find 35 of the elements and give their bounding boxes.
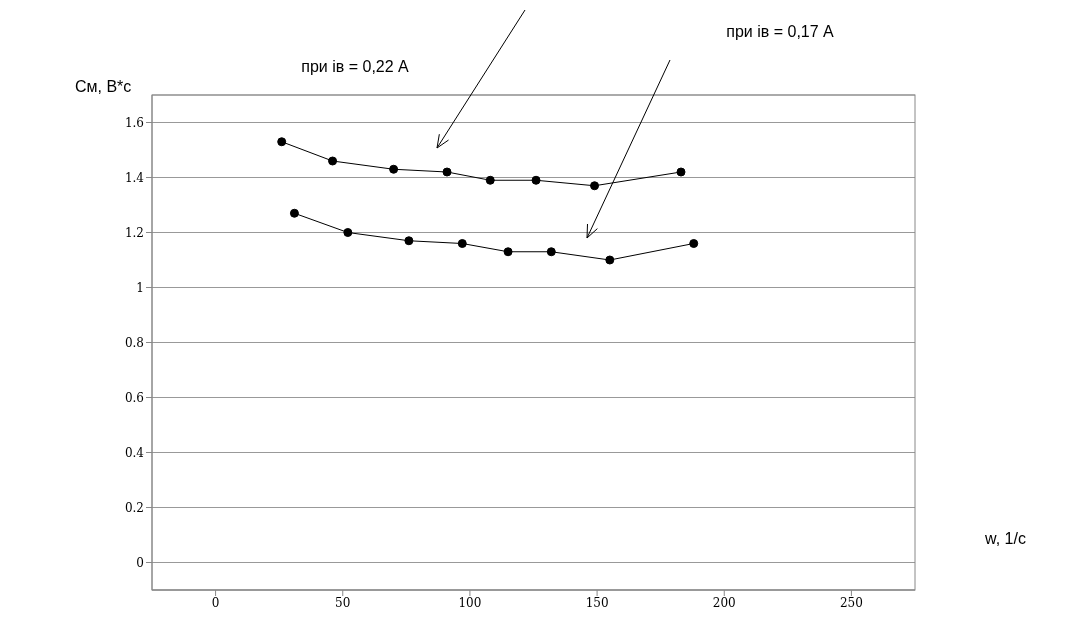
point [503, 247, 513, 257]
point [289, 208, 299, 218]
point [689, 239, 699, 248]
text: при ів = 0,22 А [300, 58, 410, 76]
y-tick-label: 0 [136, 555, 144, 570]
point [590, 181, 600, 191]
text: при ів = 0,17 А [725, 23, 835, 41]
point [605, 255, 615, 265]
x-tick-label: 200 [712, 595, 736, 610]
point [485, 175, 495, 185]
point [457, 239, 467, 248]
x-tick-label: 100 [458, 595, 482, 610]
point [676, 167, 686, 177]
point [404, 236, 414, 246]
point [546, 247, 556, 257]
point [277, 137, 287, 147]
point [442, 167, 452, 177]
point [343, 228, 353, 237]
x-tick-label: 150 [585, 595, 609, 610]
y-axis-title: См, В*с [75, 78, 132, 96]
x-tick-label: 50 [335, 595, 351, 610]
y-tick-label: 0.8 [124, 335, 144, 350]
x-tick-label: 0 [211, 595, 220, 610]
y-tick-label: 1.6 [124, 115, 144, 130]
x-axis-title: w, 1/с [985, 530, 1026, 548]
y-tick-label: 0.4 [124, 445, 145, 460]
y-tick-label: 0.6 [124, 390, 144, 405]
point [389, 164, 399, 174]
point [328, 156, 338, 166]
y-tick-label: 1 [136, 280, 144, 295]
y-tick-label: 0.2 [124, 500, 144, 515]
x-tick-label: 250 [839, 595, 863, 610]
y-tick-label: 1.2 [124, 225, 144, 240]
point [531, 175, 541, 185]
y-tick-label: 1.4 [124, 170, 145, 185]
